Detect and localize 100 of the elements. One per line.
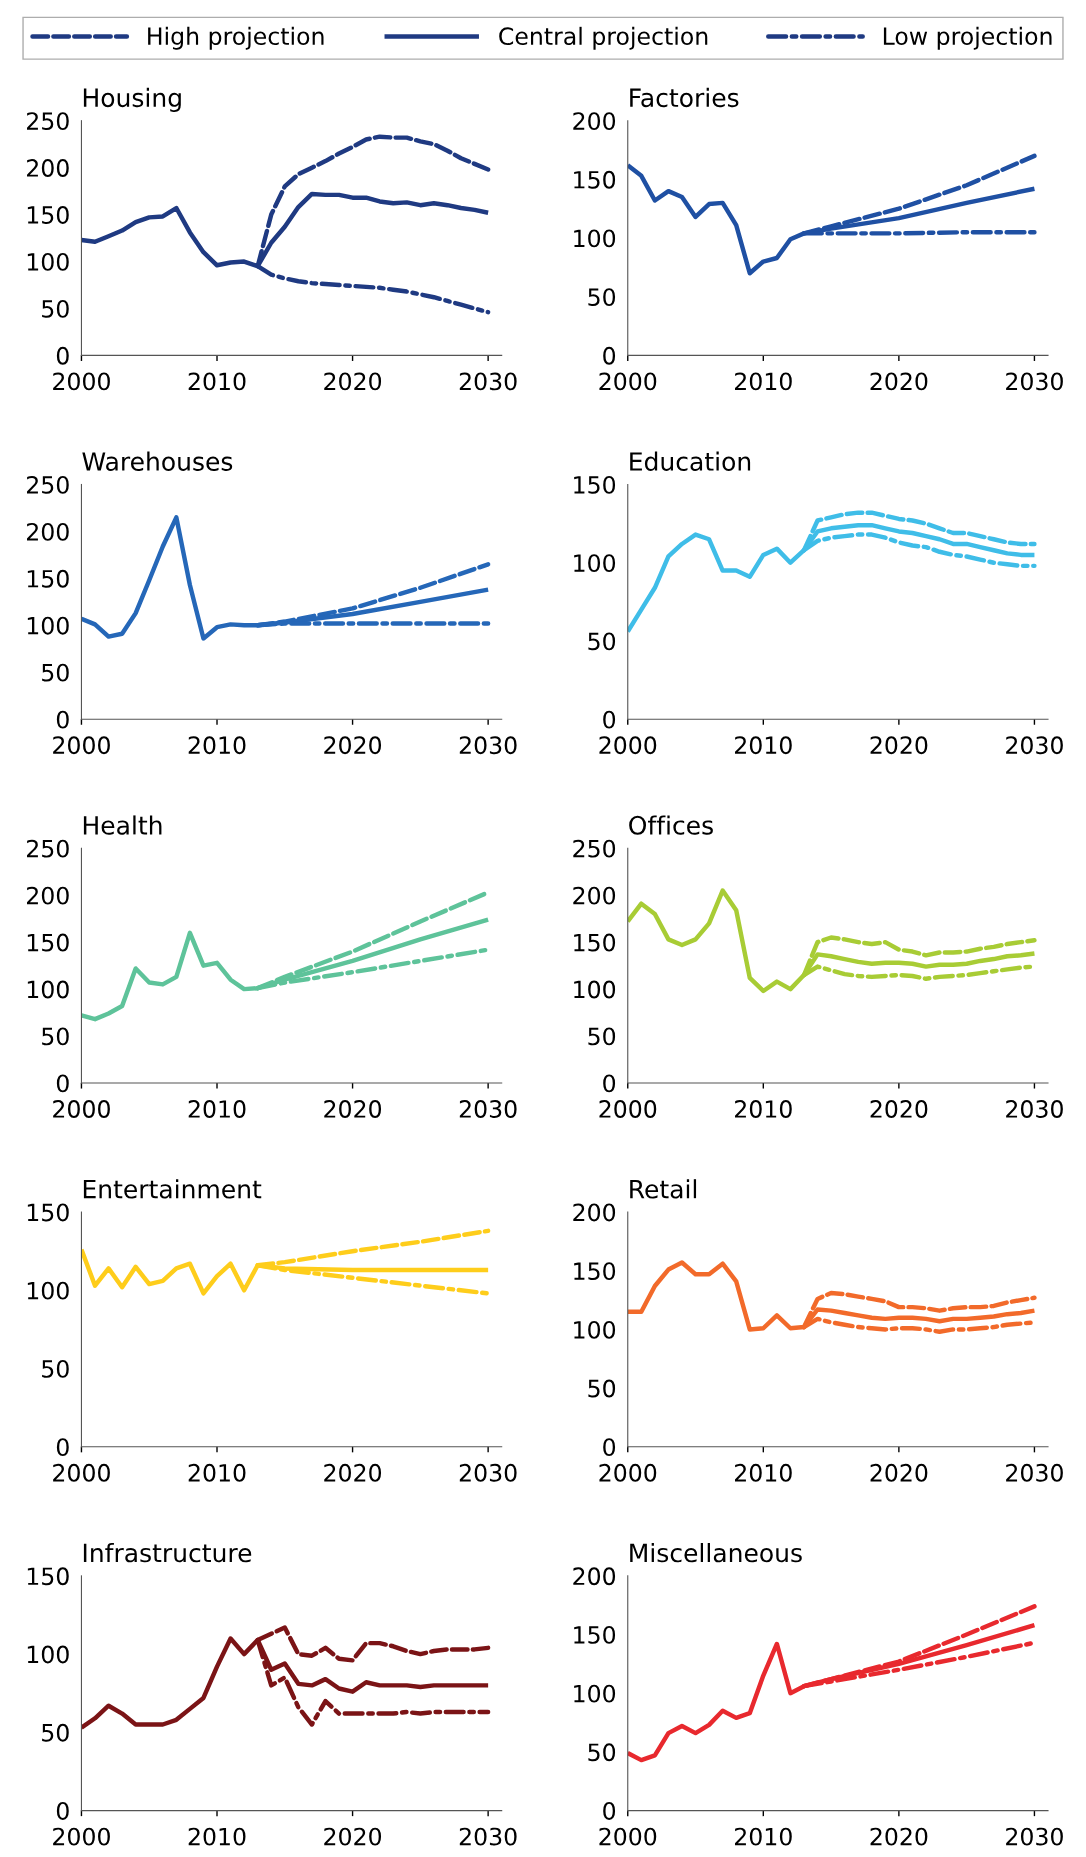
chart-title: Housing [83, 87, 181, 113]
y-tick-label: 50 [588, 288, 616, 307]
x-tick-label: 2000 [599, 1463, 657, 1482]
x-tick-label: 2020 [870, 736, 928, 755]
y-tick-label: 150 [574, 1625, 616, 1644]
y-tick-label: 50 [588, 632, 616, 651]
y-tick-label: 100 [574, 1684, 616, 1703]
legend-label: Low projection [883, 26, 1052, 50]
y-tick-label: 0 [603, 1438, 616, 1457]
y-tick-label: 100 [574, 1320, 616, 1339]
y-tick-label: 50 [42, 663, 69, 682]
y-tick-label: 200 [27, 886, 69, 905]
y-tick-label: 150 [27, 1203, 69, 1222]
x-tick-label: 2020 [870, 372, 928, 391]
y-tick-label: 0 [56, 1802, 69, 1820]
y-tick-label: 250 [27, 112, 69, 131]
x-tick-label: 2030 [459, 1827, 517, 1846]
chart-title: Warehouses [82, 451, 233, 471]
y-tick-label: 0 [56, 710, 69, 729]
y-tick-label: 50 [588, 1743, 616, 1762]
x-tick-label: 2010 [188, 1827, 246, 1846]
x-tick-label: 2030 [459, 736, 517, 755]
x-tick-label: 2010 [735, 736, 792, 755]
x-tick-label: 2000 [53, 1100, 110, 1118]
y-tick-label: 200 [573, 886, 616, 905]
x-tick-label: 2020 [324, 1463, 382, 1482]
y-tick-label: 50 [42, 1027, 69, 1046]
x-tick-label: 2030 [1006, 736, 1063, 755]
x-tick-label: 2010 [735, 372, 792, 391]
chart-title: Miscellaneous [630, 1542, 802, 1563]
y-tick-label: 50 [588, 1027, 616, 1046]
y-tick-label: 100 [27, 1281, 69, 1300]
y-tick-label: 150 [574, 1262, 616, 1281]
y-tick-label: 50 [42, 299, 69, 318]
x-tick-label: 2000 [53, 372, 110, 391]
y-tick-label: 200 [27, 522, 69, 541]
x-tick-label: 2020 [870, 1100, 928, 1118]
chart-title: Education [630, 451, 751, 471]
y-tick-label: 50 [42, 1360, 69, 1378]
y-tick-label: 150 [27, 1567, 69, 1586]
y-tick-label: 0 [56, 1438, 69, 1457]
x-tick-label: 2000 [53, 1463, 110, 1482]
x-tick-label: 2010 [735, 1463, 792, 1482]
x-tick-label: 2030 [1006, 372, 1063, 391]
y-tick-label: 150 [27, 569, 69, 588]
y-tick-label: 0 [603, 1802, 616, 1820]
x-tick-label: 2030 [459, 372, 517, 391]
y-tick-label: 150 [574, 170, 616, 189]
x-tick-label: 2030 [1006, 1827, 1063, 1846]
x-tick-label: 2000 [599, 736, 657, 755]
y-tick-label: 150 [574, 475, 616, 494]
y-tick-label: 100 [574, 554, 616, 573]
x-tick-label: 2030 [1006, 1100, 1063, 1118]
y-tick-label: 0 [603, 710, 616, 729]
x-tick-label: 2020 [870, 1827, 928, 1846]
y-tick-label: 0 [603, 1074, 616, 1093]
x-tick-label: 2010 [735, 1100, 792, 1118]
chart-title: Entertainment [83, 1179, 262, 1199]
x-tick-label: 2020 [324, 372, 382, 391]
y-tick-label: 0 [56, 346, 69, 365]
x-tick-label: 2020 [870, 1463, 928, 1482]
x-tick-label: 2010 [188, 372, 246, 391]
y-tick-label: 150 [27, 933, 69, 952]
x-tick-label: 2000 [53, 1827, 110, 1846]
y-tick-label: 200 [573, 112, 616, 131]
y-tick-label: 100 [27, 252, 69, 271]
y-tick-label: 100 [27, 1645, 69, 1664]
x-tick-label: 2000 [599, 1100, 657, 1118]
y-tick-label: 0 [603, 346, 616, 365]
y-tick-label: 250 [27, 475, 69, 494]
y-tick-label: 100 [574, 229, 616, 248]
x-tick-label: 2020 [324, 1100, 382, 1118]
x-tick-label: 2000 [599, 1827, 657, 1846]
x-tick-label: 2030 [1006, 1463, 1063, 1482]
legend-label: High projection [148, 26, 324, 50]
y-tick-label: 250 [573, 839, 616, 858]
legend-label: Central projection [499, 26, 708, 50]
y-tick-label: 50 [42, 1723, 69, 1742]
x-tick-label: 2020 [324, 736, 382, 755]
y-tick-label: 100 [574, 980, 616, 999]
chart-title: Retail [630, 1179, 697, 1199]
x-tick-label: 2010 [735, 1827, 792, 1846]
x-tick-label: 2000 [53, 736, 110, 755]
x-tick-label: 2020 [324, 1827, 382, 1846]
y-tick-label: 50 [588, 1379, 616, 1398]
y-tick-label: 200 [573, 1567, 616, 1586]
y-tick-label: 200 [573, 1203, 616, 1222]
chart-title: Factories [630, 87, 739, 108]
x-tick-label: 2010 [188, 1100, 246, 1118]
y-tick-label: 0 [56, 1074, 69, 1093]
chart-title: Infrastructure [83, 1542, 252, 1563]
y-tick-label: 150 [574, 933, 616, 952]
x-tick-label: 2030 [459, 1463, 517, 1482]
x-tick-label: 2000 [599, 372, 657, 391]
y-tick-label: 200 [27, 159, 69, 177]
chart-title: Health [83, 815, 162, 835]
x-tick-label: 2010 [188, 736, 246, 755]
y-tick-label: 100 [27, 616, 69, 635]
y-tick-label: 150 [27, 206, 69, 224]
x-tick-label: 2030 [459, 1100, 517, 1118]
